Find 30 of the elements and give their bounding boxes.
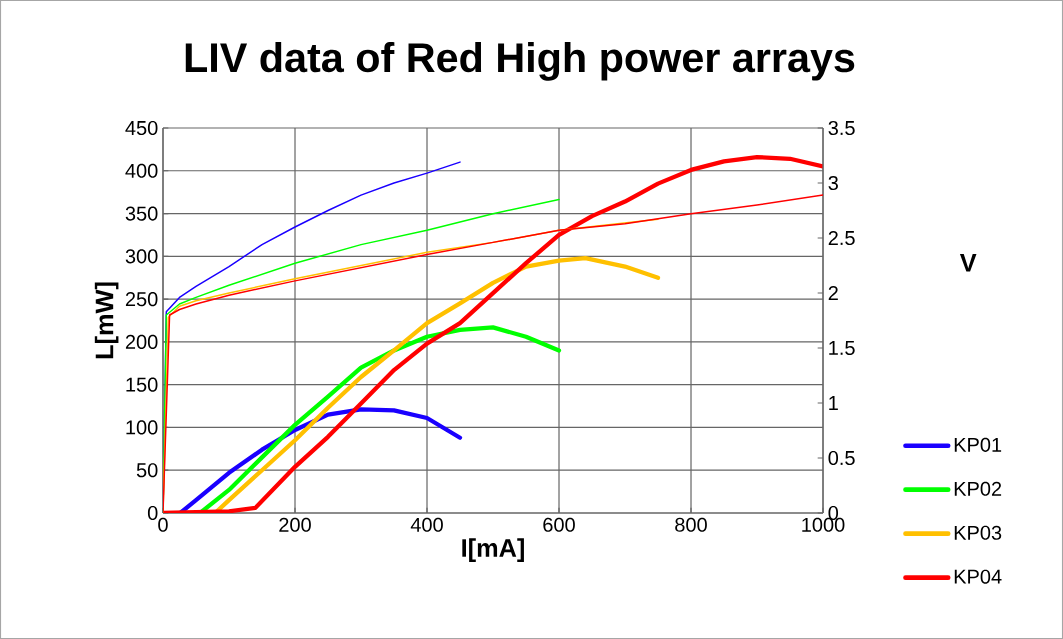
y-tick-label: 200 bbox=[125, 334, 158, 349]
y2-tick-label: 1.5 bbox=[829, 341, 855, 355]
y-tick-label: 450 bbox=[125, 120, 158, 136]
y2-tick-label: 0.5 bbox=[828, 450, 855, 466]
legend-label: KP01 bbox=[954, 437, 1002, 452]
y-tick-label: 250 bbox=[125, 292, 158, 307]
x-axis-title: I[mA] bbox=[462, 538, 524, 562]
x-tick-label: 0 bbox=[158, 517, 168, 532]
y2-axis-title: V bbox=[959, 254, 977, 272]
y-tick-label: 0 bbox=[147, 505, 158, 521]
y2-tick-label: 1 bbox=[829, 396, 838, 410]
chart-title: LIV data of Red High power arrays bbox=[185, 41, 855, 81]
x-tick-label: 200 bbox=[279, 517, 311, 532]
y-tick-label: 150 bbox=[126, 377, 158, 392]
y-tick-label: 300 bbox=[125, 249, 158, 264]
y-tick-label: 350 bbox=[125, 206, 158, 221]
y2-tick-label: 2.5 bbox=[828, 230, 855, 246]
y-tick-label: 100 bbox=[126, 420, 158, 435]
legend-label: KP02 bbox=[954, 481, 1002, 496]
y2-tick-label: 3.5 bbox=[828, 120, 855, 136]
x-tick-label: 600 bbox=[543, 517, 575, 532]
y-tick-label: 400 bbox=[125, 163, 158, 178]
legend-label: KP04 bbox=[954, 569, 1002, 584]
x-tick-label: 800 bbox=[675, 517, 707, 532]
y-axis-title: L[mW] bbox=[94, 282, 119, 359]
x-tick-label: 400 bbox=[410, 517, 443, 532]
y-tick-label: 50 bbox=[136, 463, 158, 478]
y2-tick-label: 3 bbox=[828, 175, 838, 191]
y2-tick-label: 2 bbox=[828, 286, 838, 300]
legend-label: KP03 bbox=[954, 525, 1002, 540]
